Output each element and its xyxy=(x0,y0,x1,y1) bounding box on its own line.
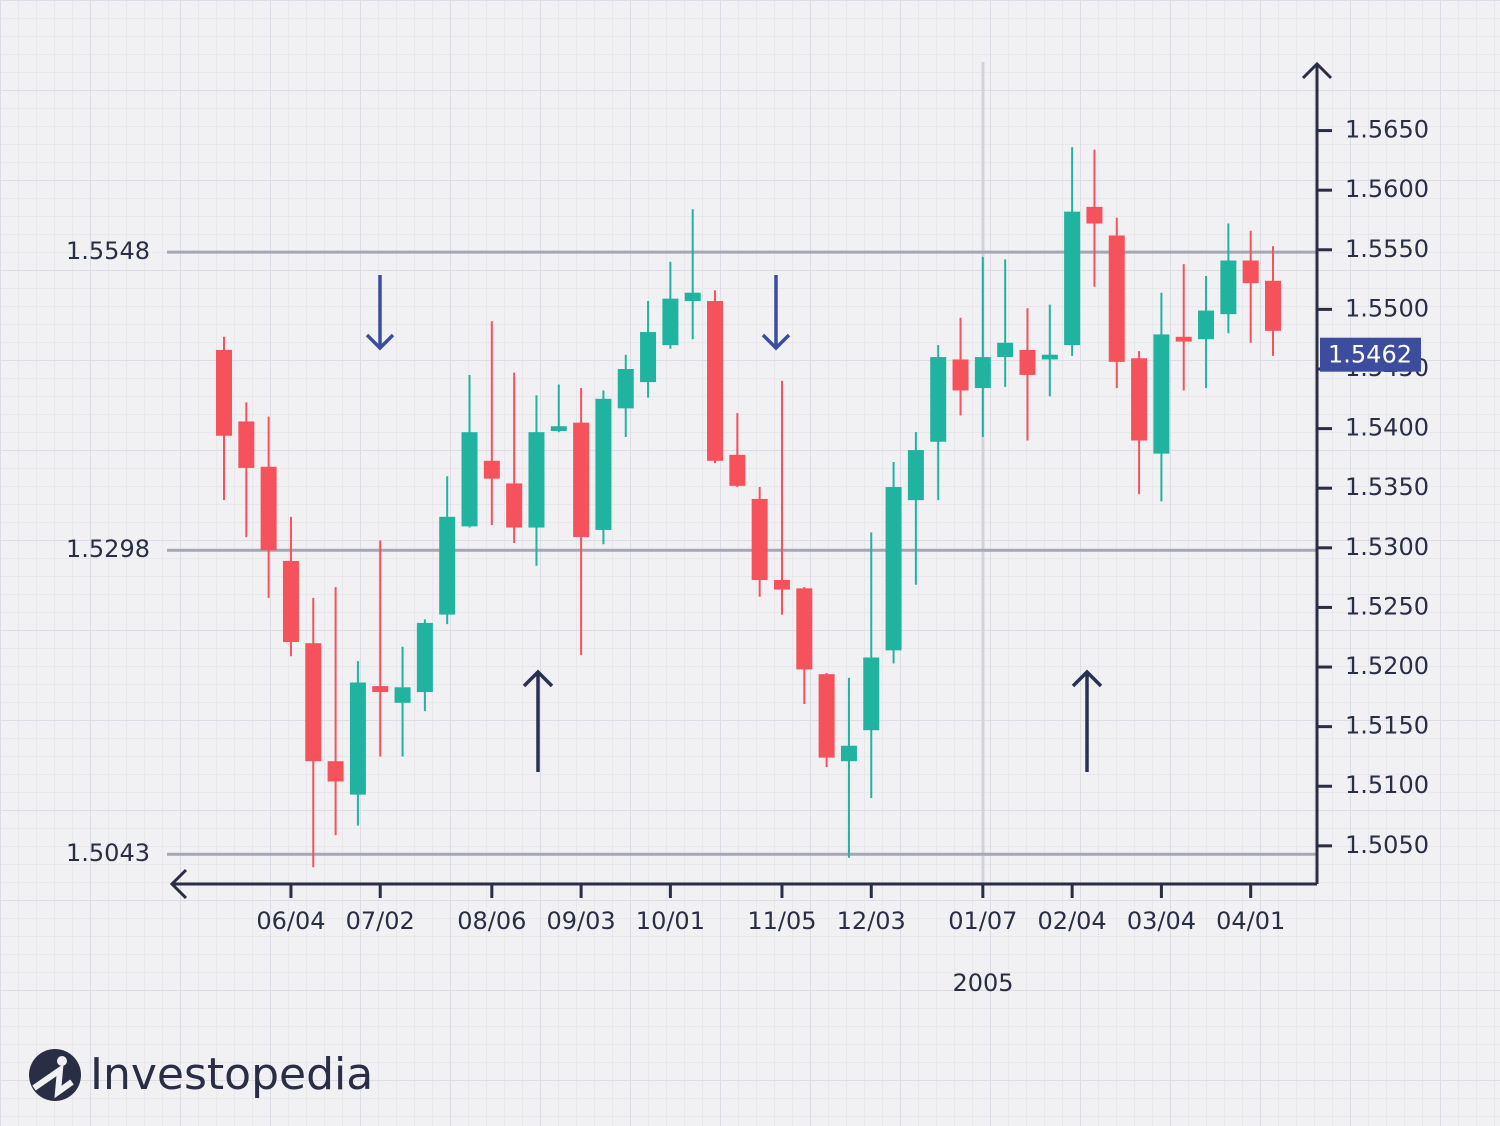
candle-body xyxy=(751,498,768,581)
x-tick-label: 01/07 xyxy=(948,907,1017,935)
candle-body xyxy=(930,357,947,442)
candle-body xyxy=(1108,235,1125,362)
brand: Investopedia xyxy=(90,1049,373,1100)
year-label: 2005 xyxy=(952,969,1013,997)
candle-body xyxy=(528,432,545,528)
candle-body xyxy=(1041,354,1058,360)
candle-body xyxy=(885,487,902,651)
y-tick-label: 1.5300 xyxy=(1345,533,1429,561)
candle-body xyxy=(796,588,813,670)
candle-body xyxy=(461,432,478,527)
y-tick-label: 1.5250 xyxy=(1345,592,1429,620)
candle-body xyxy=(1153,334,1170,454)
candle-body xyxy=(1019,349,1036,375)
logo xyxy=(29,1049,81,1101)
y-tick-label: 1.5350 xyxy=(1345,473,1429,501)
x-tick-label: 04/01 xyxy=(1216,907,1285,935)
candle-body xyxy=(216,349,232,436)
candle-body xyxy=(1064,211,1081,346)
y-tick-label: 1.5600 xyxy=(1345,175,1429,203)
last-price-label: 1.5462 xyxy=(1328,341,1412,369)
candle-body xyxy=(617,368,634,409)
axes xyxy=(169,61,1333,900)
candle-body xyxy=(550,426,567,431)
candle-body xyxy=(1265,280,1281,331)
candle-body xyxy=(416,622,433,693)
candle-body xyxy=(483,460,500,479)
x-tick-label: 02/04 xyxy=(1038,907,1107,935)
candle-body xyxy=(997,342,1014,358)
x-tick-label: 12/03 xyxy=(837,907,906,935)
candle-body xyxy=(260,466,277,551)
candle-body xyxy=(773,580,790,590)
candle-body xyxy=(305,643,322,762)
candle-body xyxy=(349,682,366,795)
candle-body xyxy=(372,686,389,693)
candle-body xyxy=(1131,358,1148,441)
candle-body xyxy=(1220,260,1237,315)
candle-body xyxy=(662,298,679,346)
y-tick-label: 1.5200 xyxy=(1345,652,1429,680)
x-tick-label: 03/04 xyxy=(1127,907,1196,935)
candle-body xyxy=(327,761,344,782)
candle-body xyxy=(1198,310,1215,340)
level-label: 1.5548 xyxy=(66,237,150,265)
y-tick-label: 1.5150 xyxy=(1345,712,1429,740)
y-tick-label: 1.5050 xyxy=(1345,831,1429,859)
y-tick-label: 1.5400 xyxy=(1345,414,1429,442)
x-tick-label: 08/06 xyxy=(457,907,526,935)
candle-body xyxy=(684,292,701,302)
candle-body xyxy=(952,359,969,391)
candle-body xyxy=(907,450,924,501)
candle-body xyxy=(818,674,835,758)
x-tick-label: 10/01 xyxy=(636,907,705,935)
candle-body xyxy=(238,421,255,468)
candle-body xyxy=(394,687,411,703)
level-label: 1.5043 xyxy=(66,839,150,867)
x-tick-label: 07/02 xyxy=(346,907,415,935)
candle-body xyxy=(729,454,746,486)
candle-body xyxy=(506,483,523,528)
x-tick-label: 06/04 xyxy=(256,907,325,935)
candle-body xyxy=(974,357,991,389)
up-arrows xyxy=(522,669,1103,772)
y-tick-label: 1.5100 xyxy=(1345,771,1429,799)
candle-body xyxy=(595,398,612,530)
candle-body xyxy=(282,560,299,642)
candle-body xyxy=(707,301,724,461)
candle-body xyxy=(439,516,456,615)
candle-body xyxy=(573,422,590,538)
down-arrows xyxy=(365,275,791,351)
candle-body xyxy=(840,745,857,762)
x-tick-label: 09/03 xyxy=(547,907,616,935)
y-tick-label: 1.5550 xyxy=(1345,235,1429,263)
candle-body xyxy=(640,332,657,383)
y-tick-label: 1.5650 xyxy=(1345,116,1429,144)
candle-body xyxy=(1086,206,1103,224)
candle-body xyxy=(863,657,880,731)
x-tick-label: 11/05 xyxy=(747,907,816,935)
candle-body xyxy=(1175,336,1192,342)
candle-body xyxy=(1242,260,1259,284)
level-label: 1.5298 xyxy=(66,535,150,563)
y-tick-label: 1.5500 xyxy=(1345,294,1429,322)
last-price-tag xyxy=(1320,337,1421,372)
